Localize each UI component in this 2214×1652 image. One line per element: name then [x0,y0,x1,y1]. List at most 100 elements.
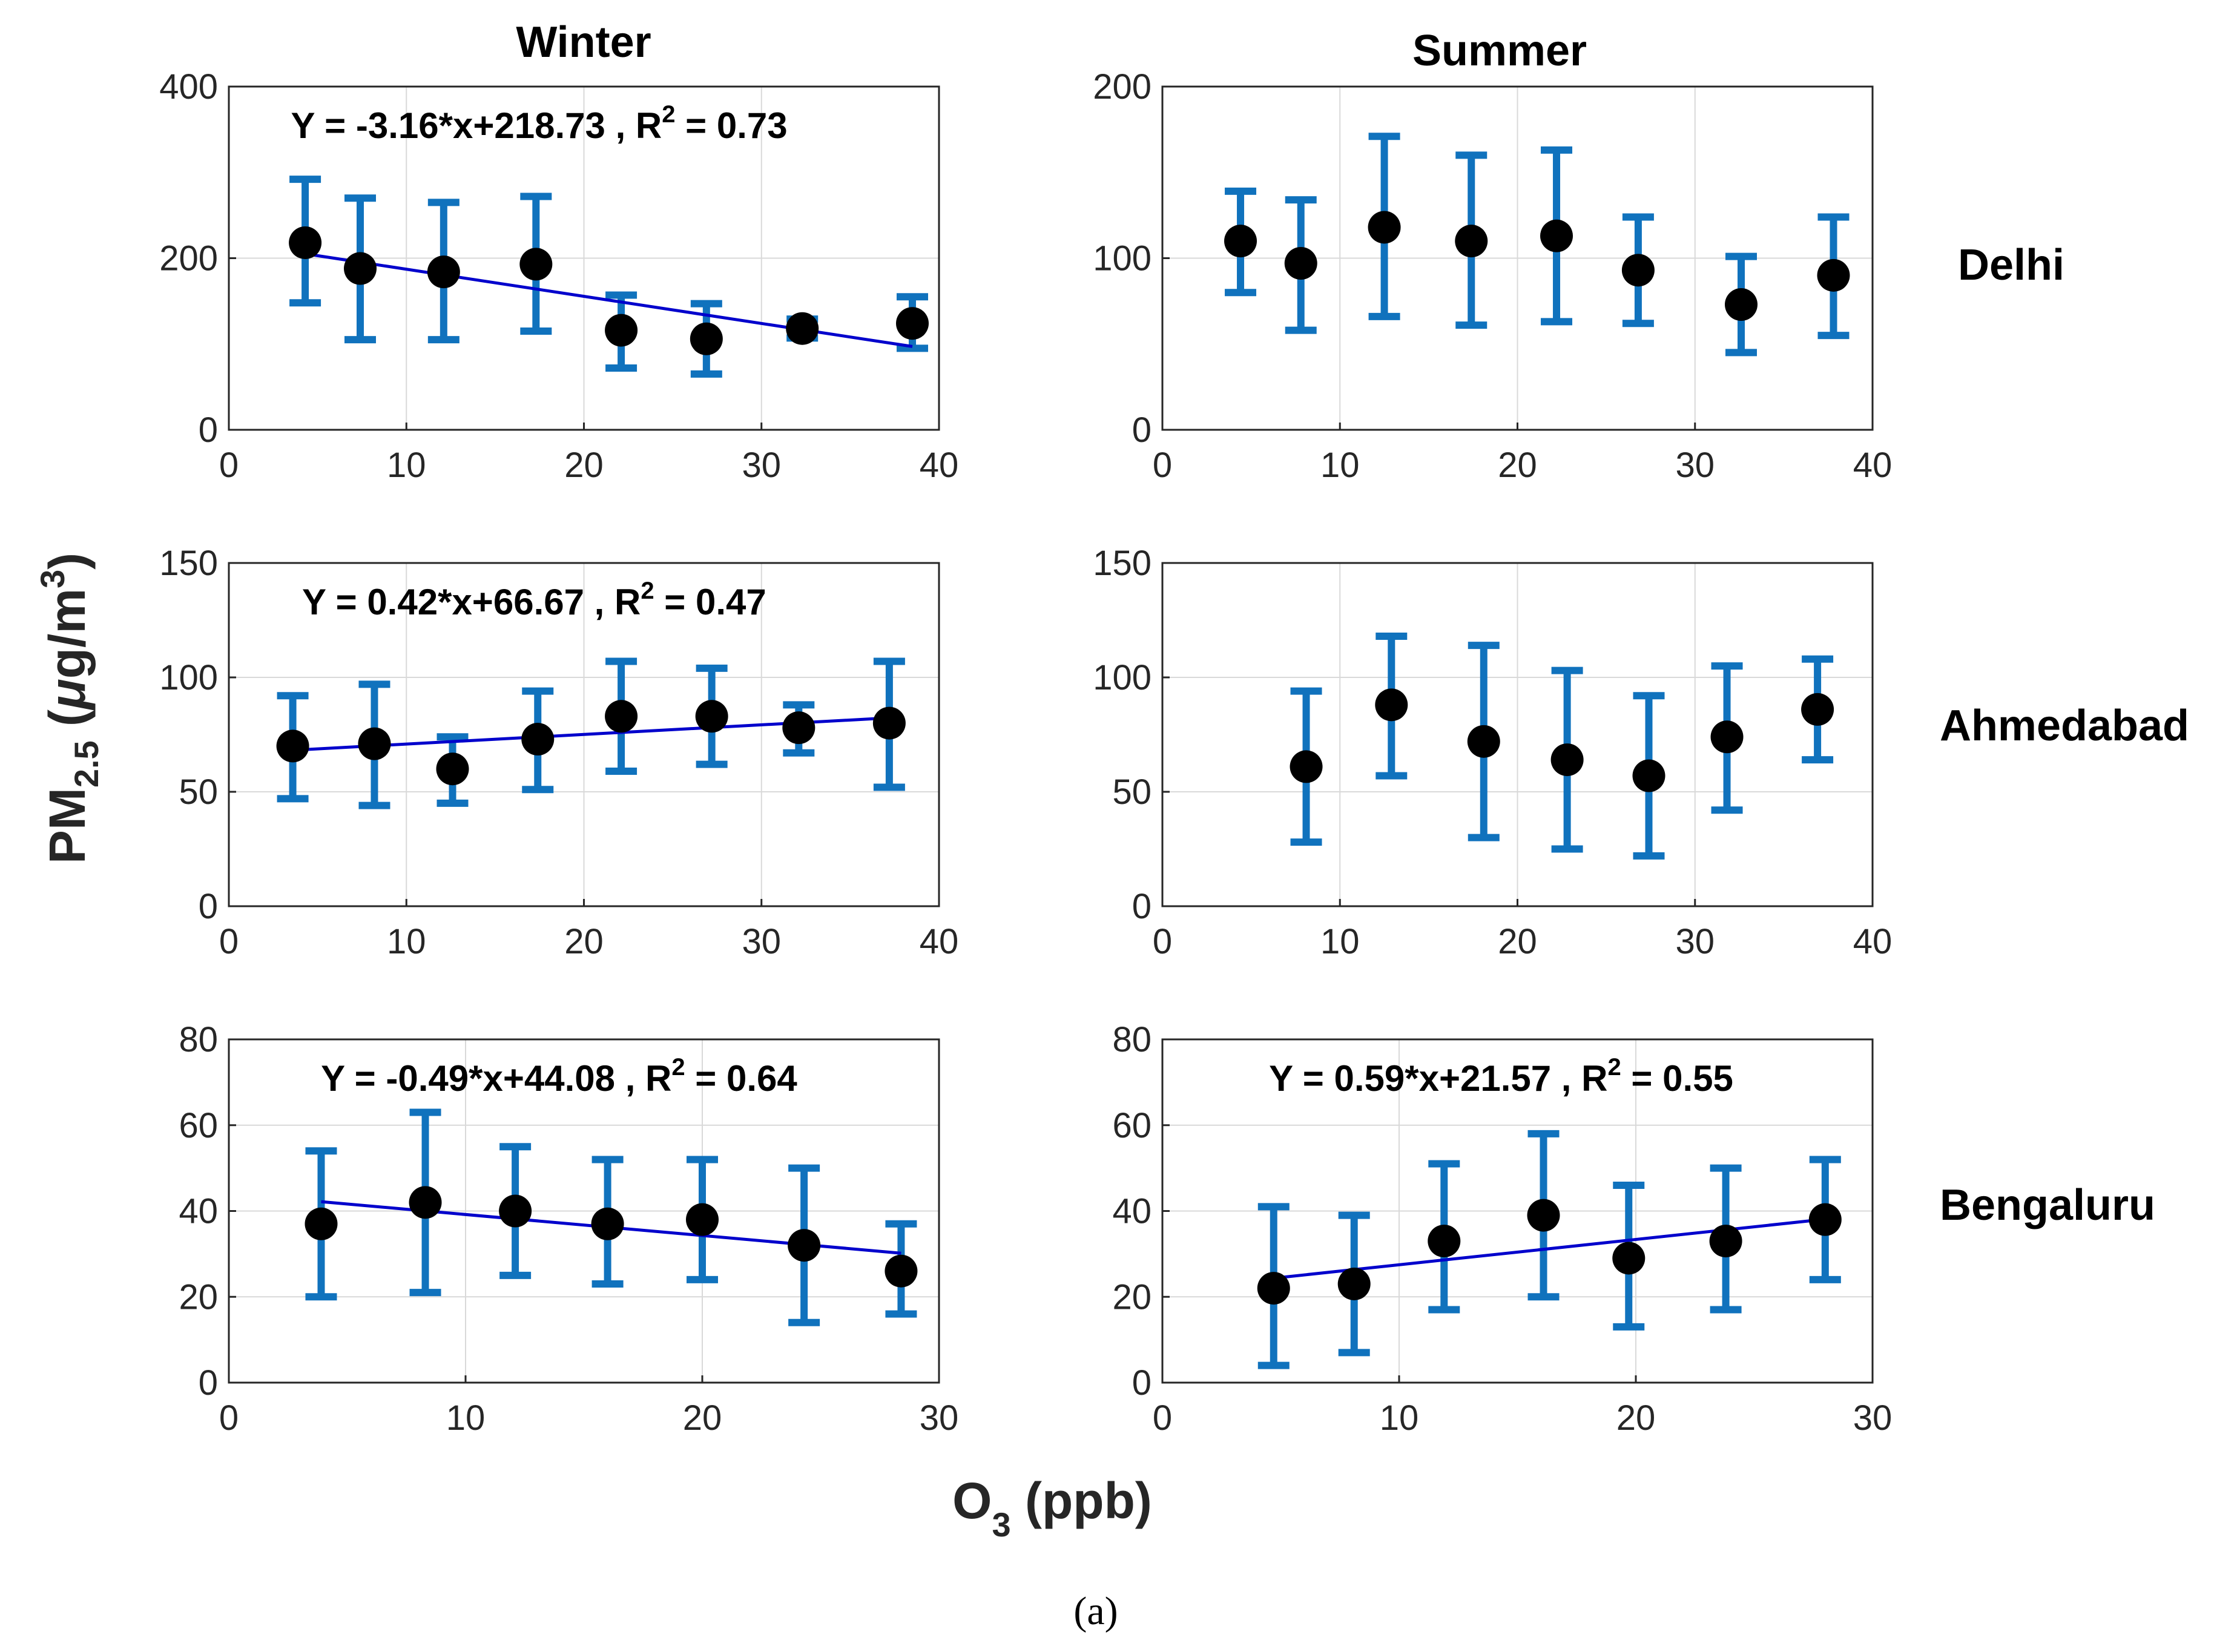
figure-caption: (a) [1073,1589,1118,1633]
axes-box [228,85,940,431]
x-tick-label: 10 [387,922,426,961]
y-tick-label: 60 [179,1106,218,1145]
equation-r2-value: = 0.73 [675,105,787,146]
y-tick-label: 100 [1093,658,1151,697]
x-tick-label: 10 [387,446,426,485]
y-tick-label: 0 [199,1363,218,1403]
data-point [521,723,555,756]
y-tick-label: 50 [1112,772,1151,812]
x-tick-label: 0 [1153,446,1172,485]
data-point [782,711,815,745]
equation-r2-exponent: 2 [641,578,654,604]
y-tick-label: 0 [1132,410,1151,450]
equation-text: Y = -3.16*x+218.73 , R [291,105,662,146]
data-point [1612,1242,1646,1275]
data-point [409,1186,442,1219]
x-tick-label: 10 [1320,446,1360,485]
y-tick-label: 0 [1132,1363,1151,1403]
equation-r2-exponent: 2 [1607,1054,1621,1081]
x-tick-label: 20 [1498,446,1537,485]
y-tick-label: 150 [1093,544,1151,583]
x-tick-label: 30 [742,922,781,961]
equation-r2-exponent: 2 [662,101,675,128]
panel-winter-ahmedabad: 0 10 20 30 40 0 50 100 150 Y = 0.42*x+66.67 , R2 … [159,544,958,961]
x-tick-label: 0 [1153,922,1172,961]
data-point [1375,688,1408,722]
x-tick-label: 20 [564,446,604,485]
x-tick-label: 10 [446,1398,486,1438]
data-point [1709,1225,1742,1258]
regression-equation: Y = -0.49*x+44.08 , R2 = 0.64 [321,1054,797,1099]
equation-text: Y = -0.49*x+44.08 , R [321,1058,671,1099]
data-point [1527,1199,1560,1232]
data-point [1724,288,1758,321]
data-point [690,322,723,355]
y-tick-label: 150 [159,544,218,583]
data-point [896,307,929,340]
axes-box [228,562,940,907]
data-point [1632,759,1665,792]
equation-r2-value: = 0.64 [685,1058,798,1099]
data-point [1540,219,1573,252]
x-tick-label: 10 [1320,922,1360,961]
data-point [605,314,638,347]
data-point [872,706,906,740]
x-tick-label: 20 [1616,1398,1656,1438]
data-point [786,312,819,345]
equation-r2-value: = 0.55 [1621,1058,1733,1099]
panel-summer-ahmedabad: 0 10 20 30 40 0 50 100 150 [1093,544,1892,961]
data-point [499,1194,532,1228]
y-tick-label: 50 [179,772,218,812]
x-tick-label: 40 [920,446,959,485]
y-tick-label: 60 [1112,1106,1151,1145]
x-tick-label: 30 [742,446,781,485]
data-point [1467,725,1500,758]
y-tick-label: 40 [179,1192,218,1231]
x-tick-label: 0 [1153,1398,1172,1438]
x-tick-label: 30 [1675,446,1715,485]
y-tick-label: 0 [199,410,218,450]
x-tick-label: 0 [219,922,239,961]
data-point [1710,720,1744,754]
y-tick-label: 40 [1112,1192,1151,1231]
panel-winter-bengaluru: 0 10 20 30 0 20 40 60 80 Y = -0.49*x+44.08 , R2 =… [179,1020,958,1438]
data-point [1455,225,1488,258]
data-point [605,700,638,733]
x-tick-label: 30 [920,1398,959,1438]
x-tick-label: 20 [564,922,604,961]
x-tick-label: 0 [219,446,239,485]
axes-box [1161,562,1874,907]
x-tick-label: 10 [1380,1398,1419,1438]
data-point [289,226,322,259]
row-label-delhi: Delhi [1958,241,2064,289]
axes-box [228,1038,940,1384]
data-point [1257,1272,1290,1305]
data-point [1368,211,1401,244]
y-tick-label: 20 [179,1277,218,1317]
x-tick-label: 30 [1675,922,1715,961]
y-tick-label: 400 [159,67,218,107]
data-point [276,729,309,763]
y-tick-label: 100 [159,658,218,697]
equation-r2-value: = 0.47 [654,582,766,622]
regression-equation: Y = 0.42*x+66.67 , R2 = 0.47 [302,578,766,622]
data-point [1290,750,1323,783]
x-tick-label: 40 [920,922,959,961]
regression-equation: Y = -3.16*x+218.73 , R2 = 0.73 [291,101,788,146]
data-point [1817,258,1850,292]
data-point [788,1229,821,1262]
y-tick-label: 100 [1093,239,1151,278]
column-title-summer: Summer [1412,27,1587,75]
data-point [344,252,377,285]
row-label-bengaluru: Bengaluru [1940,1181,2155,1229]
regression-equation: Y = 0.59*x+21.57 , R2 = 0.55 [1269,1054,1733,1099]
axes-box [1161,1038,1874,1384]
data-point [427,255,460,289]
row-label-ahmedabad: Ahmedabad [1940,702,2189,750]
data-point [885,1254,918,1288]
x-tick-label: 40 [1853,922,1893,961]
data-point [358,727,391,760]
data-point [1428,1225,1461,1258]
